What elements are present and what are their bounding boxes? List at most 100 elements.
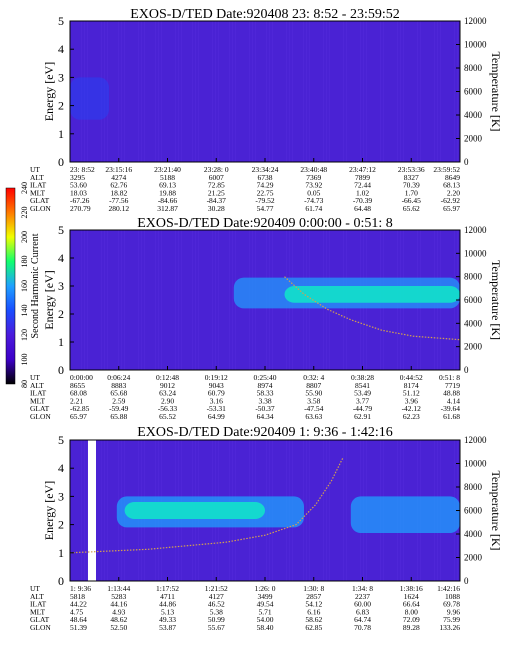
table-cell: 6007	[209, 173, 224, 182]
noise-stripe	[161, 21, 162, 162]
noise-stripe	[87, 21, 88, 162]
heatmap-band-1	[70, 77, 109, 120]
colorbar-tick-label: 140	[20, 305, 29, 317]
table-cell: -70.39	[353, 196, 373, 205]
noise-stripe	[329, 440, 330, 581]
table-cell: 4.93	[112, 607, 125, 616]
noise-stripe	[235, 21, 236, 162]
heatmap-band-2	[124, 502, 265, 519]
table-cell: 65.97	[70, 412, 87, 421]
noise-stripe	[309, 21, 310, 162]
table-cell: 73.92	[305, 181, 322, 190]
table-cell: 4127	[209, 592, 224, 601]
y-tick-label: 5	[58, 14, 64, 28]
panels: EXOS-D/TED Date:920408 23: 8:52 - 23:59:…	[30, 7, 503, 632]
table-cell: 0:44:52	[400, 373, 423, 382]
y-tick-label: 3	[58, 70, 64, 84]
colorbar-scale	[5, 187, 16, 385]
noise-stripe	[138, 21, 139, 162]
colorbar-tick-label: 100	[20, 354, 29, 366]
table-cell: 9.96	[447, 607, 460, 616]
table-cell: 60.79	[208, 389, 225, 398]
noise-stripe	[161, 230, 162, 370]
table-cell: 5.13	[161, 607, 174, 616]
noise-stripe	[329, 21, 330, 162]
table-cell: 8327	[404, 173, 419, 182]
table-cell: 46.52	[208, 600, 225, 609]
colorbar-tick-label: 200	[20, 231, 29, 243]
table-cell: 9043	[209, 381, 224, 390]
y-tick-label: 2	[58, 99, 64, 113]
noise-stripe	[195, 230, 196, 370]
table-cell: 65.88	[110, 412, 127, 421]
table-cell: 55.67	[208, 623, 225, 632]
table-cell: 49.54	[257, 600, 274, 609]
table-cell: -39.64	[441, 404, 461, 413]
noise-stripe	[104, 21, 105, 162]
heatmap-background	[70, 21, 460, 162]
noise-stripe	[121, 21, 122, 162]
y2-tick-label: 4000	[464, 110, 483, 120]
table-cell: -56.33	[158, 404, 178, 413]
table-cell: 23:47:12	[349, 165, 376, 174]
row-label: GLON	[30, 204, 51, 213]
table-cell: 54.00	[257, 615, 274, 624]
y2-axis-label: Temperature [K]	[489, 51, 503, 131]
noise-stripe	[81, 230, 82, 370]
row-label: GLON	[30, 623, 51, 632]
noise-stripe	[101, 230, 102, 370]
y2-tick-label: 8000	[464, 63, 483, 73]
y-tick-label: 0	[58, 363, 64, 377]
table-cell: 58.33	[257, 389, 274, 398]
table-cell: 62.23	[403, 412, 420, 421]
noise-stripe	[178, 21, 179, 162]
table-cell: 7719	[445, 381, 460, 390]
table-cell: 61.68	[443, 412, 460, 421]
table-cell: 3295	[70, 173, 85, 182]
table-cell: 5.71	[258, 607, 271, 616]
table-cell: 4.14	[447, 396, 460, 405]
table-cell: 6.83	[356, 607, 369, 616]
table-cell: 70.39	[403, 181, 420, 190]
y-tick-label: 3	[58, 489, 64, 503]
row-label: GLAT	[30, 196, 50, 205]
noise-stripe	[141, 21, 142, 162]
chart-title: EXOS-D/TED Date:920409 0:00:00 - 0:51: 8	[137, 216, 392, 231]
noise-stripe	[104, 230, 105, 370]
chart-title: EXOS-D/TED Date:920409 1: 9:36 - 1:42:16	[137, 425, 392, 440]
noise-stripe	[306, 21, 307, 162]
noise-stripe	[212, 21, 213, 162]
table-cell: 1:38:16	[400, 584, 423, 593]
table-cell: 65.52	[159, 412, 176, 421]
y-tick-label: 0	[58, 155, 64, 169]
table-cell: 0:51: 8	[439, 373, 460, 382]
table-cell: 69.78	[443, 600, 460, 609]
noise-stripe	[417, 21, 418, 162]
y2-tick-label: 0	[464, 365, 469, 375]
table-cell: 64.34	[257, 412, 274, 421]
y-tick-label: 4	[58, 461, 64, 475]
noise-stripe	[178, 230, 179, 370]
noise-stripe	[198, 21, 199, 162]
table-cell: 312.87	[157, 204, 178, 213]
noise-stripe	[303, 21, 304, 162]
table-cell: 48.64	[70, 615, 87, 624]
chart-panel-2: EXOS-D/TED Date:920409 0:00:00 - 0:51: 8…	[30, 216, 503, 421]
noise-stripe	[144, 230, 145, 370]
noise-stripe	[218, 21, 219, 162]
table-cell: -59.49	[109, 404, 129, 413]
table-cell: 1088	[445, 592, 460, 601]
table-cell: 2.90	[161, 396, 174, 405]
table-cell: 6.16	[307, 607, 320, 616]
y2-tick-label: 6000	[464, 87, 483, 97]
table-cell: 63.63	[305, 412, 322, 421]
noise-stripe	[124, 21, 125, 162]
table-cell: 44.86	[159, 600, 176, 609]
table-cell: 68.13	[443, 181, 460, 190]
table-cell: 50.99	[208, 615, 225, 624]
table-cell: 52.50	[110, 623, 127, 632]
y2-tick-label: 10000	[464, 248, 487, 258]
noise-stripe	[292, 21, 293, 162]
noise-stripe	[158, 230, 159, 370]
chart-panel-3: EXOS-D/TED Date:920409 1: 9:36 - 1:42:16…	[30, 425, 503, 632]
